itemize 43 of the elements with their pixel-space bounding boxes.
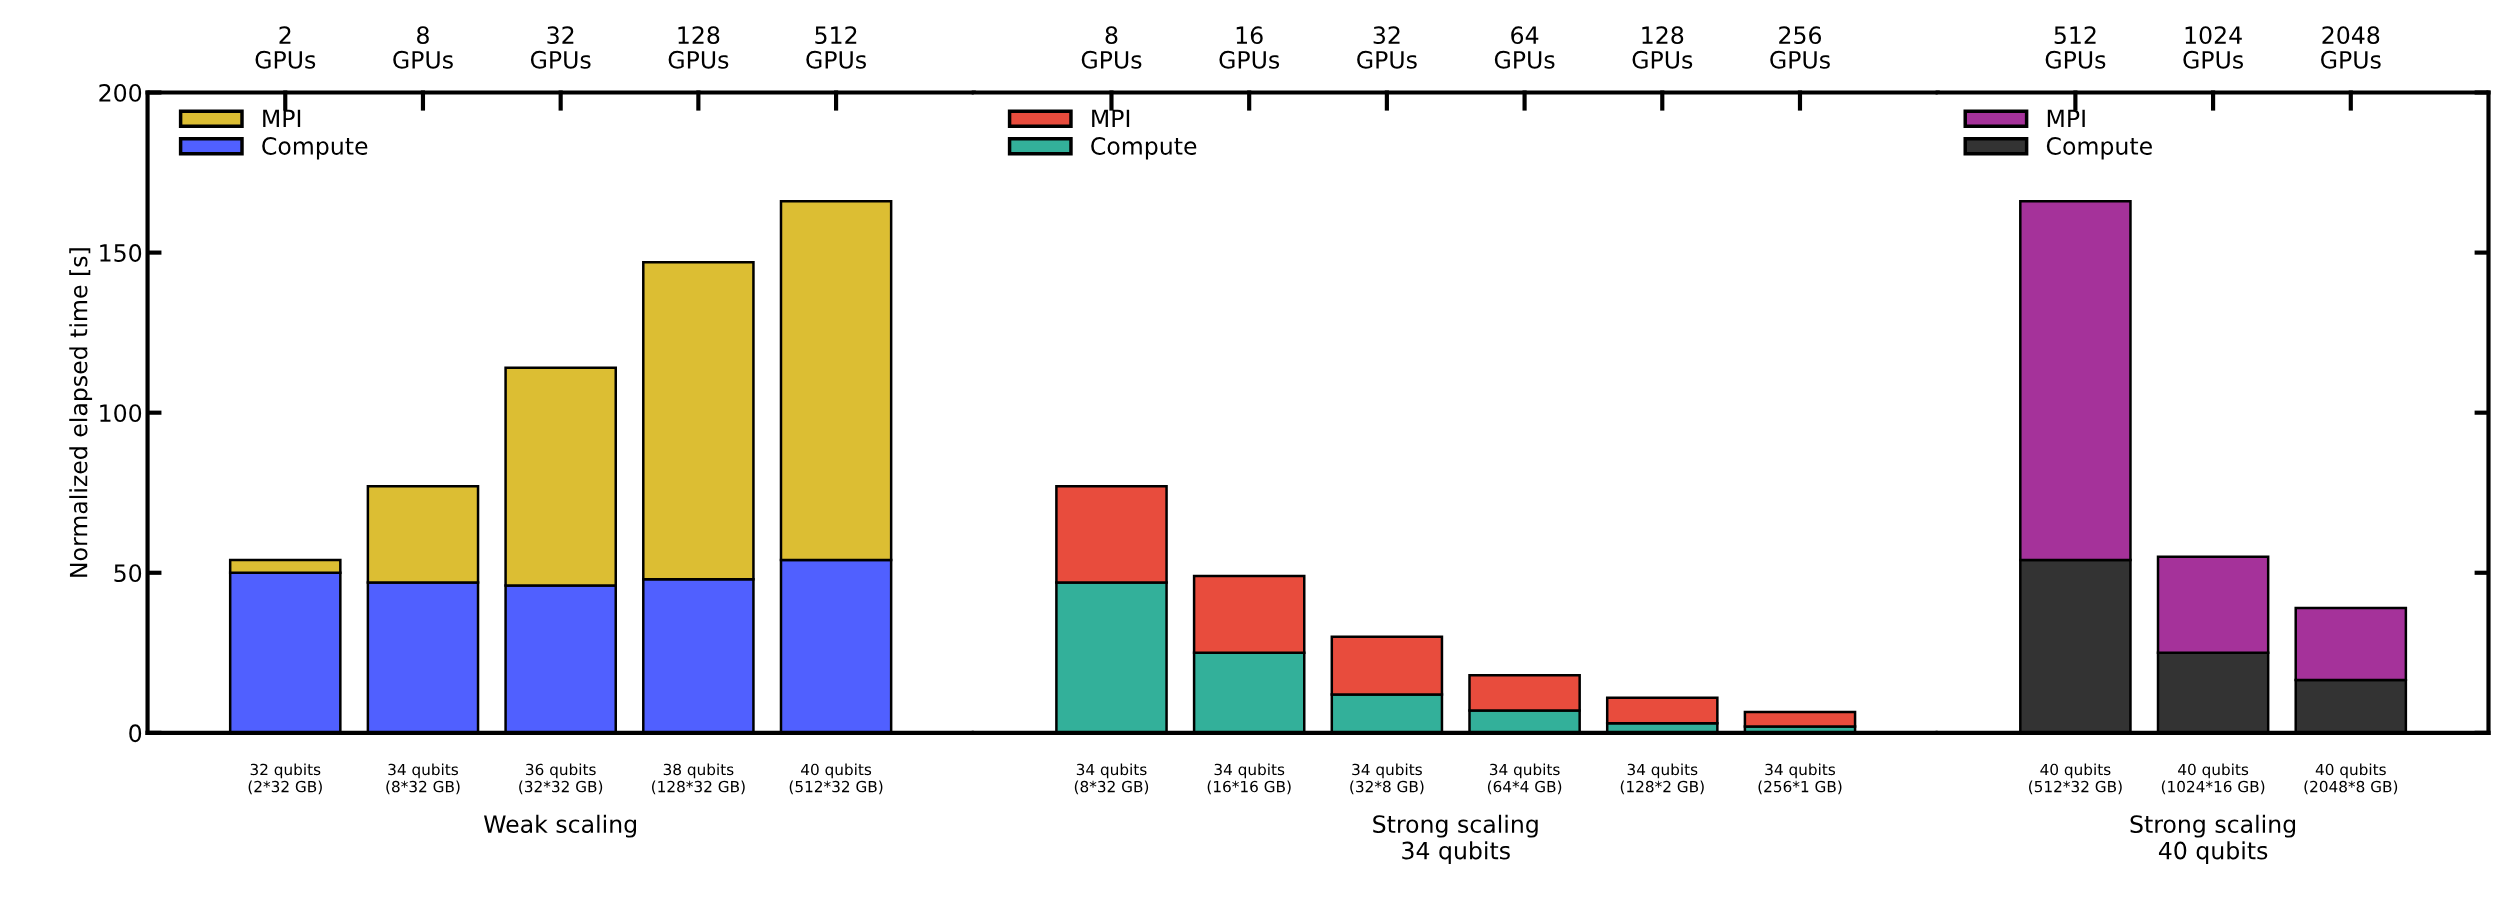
x-tick-label: 34 qubits (32*8 GB) (1350, 763, 1424, 795)
y-axis-title: Normalized elapsed time [s] (69, 248, 93, 577)
legend-label: MPI (2047, 109, 2085, 127)
annotation: 64 GPUs (1494, 26, 1555, 69)
y-tick-label: 50 (114, 564, 142, 583)
x-axis-title: Strong scaling 34 qubits (1373, 814, 1538, 865)
y-tick-label: 200 (99, 83, 142, 102)
annotation: 32 GPUs (1357, 26, 1417, 69)
x-tick-label: 36 qubits (32*32 GB) (519, 763, 603, 795)
annotation: 512 GPUs (806, 26, 866, 69)
annotation: 512 GPUs (2045, 26, 2106, 69)
annotation: 2048 GPUs (2321, 26, 2381, 69)
annotation: 1024 GPUs (2183, 26, 2243, 69)
annotation: 16 GPUs (1219, 26, 1280, 69)
x-tick-label: 34 qubits (8*32 GB) (1074, 763, 1149, 795)
annotation: 32 GPUs (530, 26, 591, 69)
annotation: 2 GPUs (255, 26, 316, 69)
y-tick-label: 150 (100, 244, 142, 262)
x-tick-label: 34 qubits (64*4 GB) (1487, 763, 1562, 795)
annotation: 8 GPUs (393, 26, 453, 69)
legend-label: Compute (1091, 137, 1197, 160)
annotation: 256 GPUs (1770, 26, 1830, 69)
y-tick-label: 100 (100, 404, 142, 422)
annotation: 8 GPUs (1081, 26, 1142, 69)
x-tick-label: 34 qubits (128*2 GB) (1620, 763, 1704, 795)
x-tick-label: 38 qubits (128*32 GB) (652, 763, 745, 795)
legend-label: MPI (263, 109, 301, 127)
legend-label: MPI (1092, 109, 1130, 127)
x-tick-label: 32 qubits (2*32 GB) (248, 763, 322, 795)
x-tick-label: 40 qubits (2048*8 GB) (2304, 763, 2398, 795)
x-tick-label: 34 qubits (256*1 GB) (1758, 763, 1842, 795)
x-axis-title: Strong scaling 40 qubits (2130, 814, 2296, 865)
x-axis-title: Weak scaling (483, 814, 636, 838)
x-tick-label: 40 qubits (1024*16 GB) (2161, 763, 2265, 795)
legend-label: Compute (2046, 137, 2152, 160)
legend-label: Compute (262, 137, 368, 160)
x-tick-label: 40 qubits (512*32 GB) (789, 763, 883, 795)
x-tick-label: 40 qubits (512*32 GB) (2029, 763, 2122, 795)
x-tick-label: 34 qubits (16*16 GB) (1207, 763, 1291, 795)
x-tick-label: 34 qubits (8*32 GB) (386, 763, 460, 795)
y-tick-label: 0 (129, 724, 142, 743)
annotation: 128 GPUs (668, 26, 729, 69)
annotation: 128 GPUs (1632, 26, 1693, 69)
